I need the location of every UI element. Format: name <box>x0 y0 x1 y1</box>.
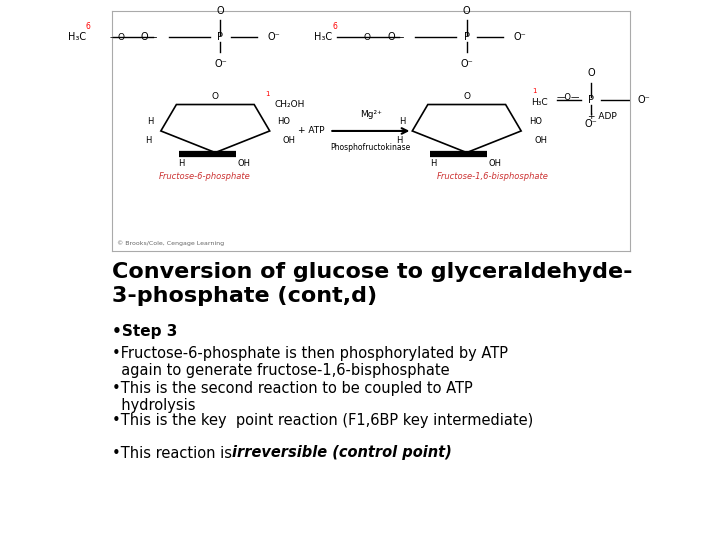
Text: H: H <box>399 117 405 126</box>
Text: OH: OH <box>489 159 502 167</box>
Text: H: H <box>148 117 153 126</box>
Text: OH: OH <box>283 136 296 145</box>
Text: O⁻: O⁻ <box>638 94 651 105</box>
Text: —O—: —O— <box>109 33 135 42</box>
Text: •This is the second reaction to be coupled to ATP
  hydrolysis: •This is the second reaction to be coupl… <box>112 381 472 413</box>
Text: •This is the key  point reaction (F1,6BP key intermediate): •This is the key point reaction (F1,6BP … <box>112 413 533 428</box>
Text: O: O <box>212 92 219 101</box>
Text: O—: O— <box>387 32 405 42</box>
Text: Fructose-6-phosphate: Fructose-6-phosphate <box>159 172 251 181</box>
Text: •Step 3: •Step 3 <box>112 324 177 339</box>
Text: H: H <box>396 136 402 145</box>
Text: OH: OH <box>534 136 547 145</box>
Text: —O—: —O— <box>556 93 580 102</box>
Text: HO: HO <box>529 117 542 126</box>
Text: H: H <box>430 159 436 167</box>
Text: O: O <box>463 5 470 16</box>
Text: H₃C: H₃C <box>68 32 86 42</box>
Text: O⁻: O⁻ <box>460 59 473 69</box>
Text: 1: 1 <box>532 89 536 94</box>
Text: •This reaction is: •This reaction is <box>112 446 241 461</box>
Text: —O—: —O— <box>356 33 381 42</box>
Text: H₃C: H₃C <box>531 98 548 106</box>
Text: O: O <box>588 68 595 78</box>
Text: O⁻: O⁻ <box>214 59 227 69</box>
Text: 6: 6 <box>332 22 337 31</box>
Text: Conversion of glucose to glyceraldehyde-: Conversion of glucose to glyceraldehyde- <box>112 262 632 282</box>
Text: irreversible (control point): irreversible (control point) <box>232 446 451 461</box>
Text: Fructose-1,6-bisphosphate: Fructose-1,6-bisphosphate <box>437 172 549 181</box>
Text: + ADP: + ADP <box>588 112 617 121</box>
Text: 6: 6 <box>86 22 91 31</box>
Text: + ATP: + ATP <box>297 126 324 136</box>
Text: Phosphofructokinase: Phosphofructokinase <box>330 143 411 152</box>
Text: 1: 1 <box>265 91 269 97</box>
Text: H₃C: H₃C <box>314 32 332 42</box>
Text: HO: HO <box>277 117 290 126</box>
Text: © Brooks/Cole, Cengage Learning: © Brooks/Cole, Cengage Learning <box>117 241 224 246</box>
Text: H: H <box>145 136 151 145</box>
Text: P: P <box>217 32 223 42</box>
Text: Mg²⁺: Mg²⁺ <box>360 110 382 119</box>
Text: H: H <box>179 159 185 167</box>
Text: P: P <box>464 32 469 42</box>
Text: •Fructose-6-phosphate is then phosphorylated by ATP
  again to generate fructose: •Fructose-6-phosphate is then phosphoryl… <box>112 346 508 378</box>
Text: CH₂OH: CH₂OH <box>275 100 305 109</box>
Text: O⁻: O⁻ <box>585 119 598 129</box>
Text: O: O <box>217 5 224 16</box>
Text: O⁻: O⁻ <box>513 32 526 42</box>
Text: O—: O— <box>141 32 158 42</box>
Text: OH: OH <box>238 159 251 167</box>
Text: 3-phosphate (cont,d): 3-phosphate (cont,d) <box>112 286 377 306</box>
Text: O⁻: O⁻ <box>267 32 280 42</box>
Text: P: P <box>588 94 594 105</box>
Text: O: O <box>463 92 470 101</box>
